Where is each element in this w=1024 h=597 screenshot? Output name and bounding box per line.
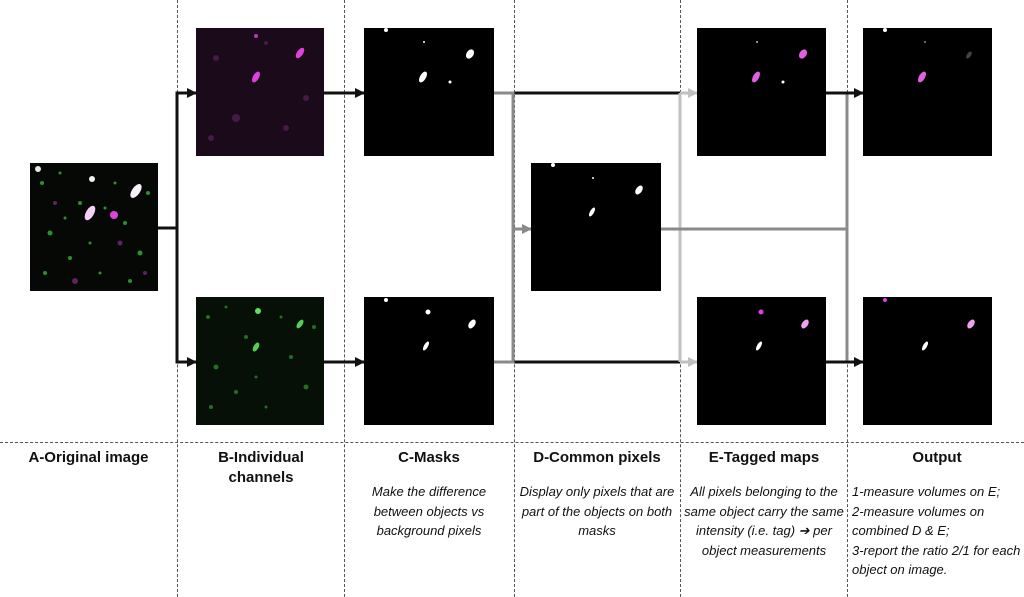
row-separator bbox=[0, 442, 1024, 443]
connector-masks-to-d bbox=[494, 91, 515, 364]
column-output-description: 1-measure volumes on E; 2-measure volume… bbox=[852, 482, 1022, 580]
green-channel-image bbox=[196, 297, 324, 425]
column-b: B-Individual channels bbox=[200, 448, 322, 488]
column-d: D-Common pixels Display only pixels that… bbox=[517, 448, 677, 541]
column-e: E-Tagged maps All pixels belonging to th… bbox=[684, 448, 844, 560]
column-c: C-Masks Make the difference between obje… bbox=[355, 448, 503, 541]
output-image-bottom bbox=[863, 297, 992, 425]
output-step-1: 1-measure volumes on E; bbox=[852, 484, 1001, 499]
column-separator bbox=[344, 0, 345, 597]
column-output-title: Output bbox=[912, 449, 962, 466]
magenta-mask-image bbox=[364, 28, 494, 156]
column-a: A-Original image bbox=[0, 448, 177, 468]
original-image bbox=[30, 163, 158, 291]
output-step-2: 2-measure volumes on combined D & E; bbox=[852, 503, 985, 539]
output-step-3: 3-report the ratio 2/1 for each object o… bbox=[852, 542, 1021, 578]
tagged-map-top bbox=[697, 28, 826, 156]
arrow-a-to-b-bottom bbox=[175, 228, 197, 367]
tagged-map-bottom bbox=[697, 297, 826, 425]
magenta-channel-image bbox=[196, 28, 324, 156]
column-c-description: Make the difference between objects vs b… bbox=[371, 484, 487, 538]
output-image-top bbox=[863, 28, 992, 156]
column-e-description: All pixels belonging to the same object … bbox=[684, 484, 844, 558]
column-e-title: E-Tagged maps bbox=[708, 449, 820, 466]
arrow-a-to-b-top bbox=[158, 88, 197, 230]
column-d-description: Display only pixels that are part of the… bbox=[519, 484, 675, 538]
column-a-title: A-Original image bbox=[28, 449, 149, 466]
column-d-title: D-Common pixels bbox=[533, 449, 661, 466]
column-c-title: C-Masks bbox=[398, 449, 460, 466]
green-mask-image bbox=[364, 297, 494, 425]
column-output: Output 1-measure volumes on E; 2-measure… bbox=[852, 448, 1022, 580]
column-b-title: B-Individual channels bbox=[218, 449, 304, 486]
common-pixels-image bbox=[531, 163, 661, 291]
